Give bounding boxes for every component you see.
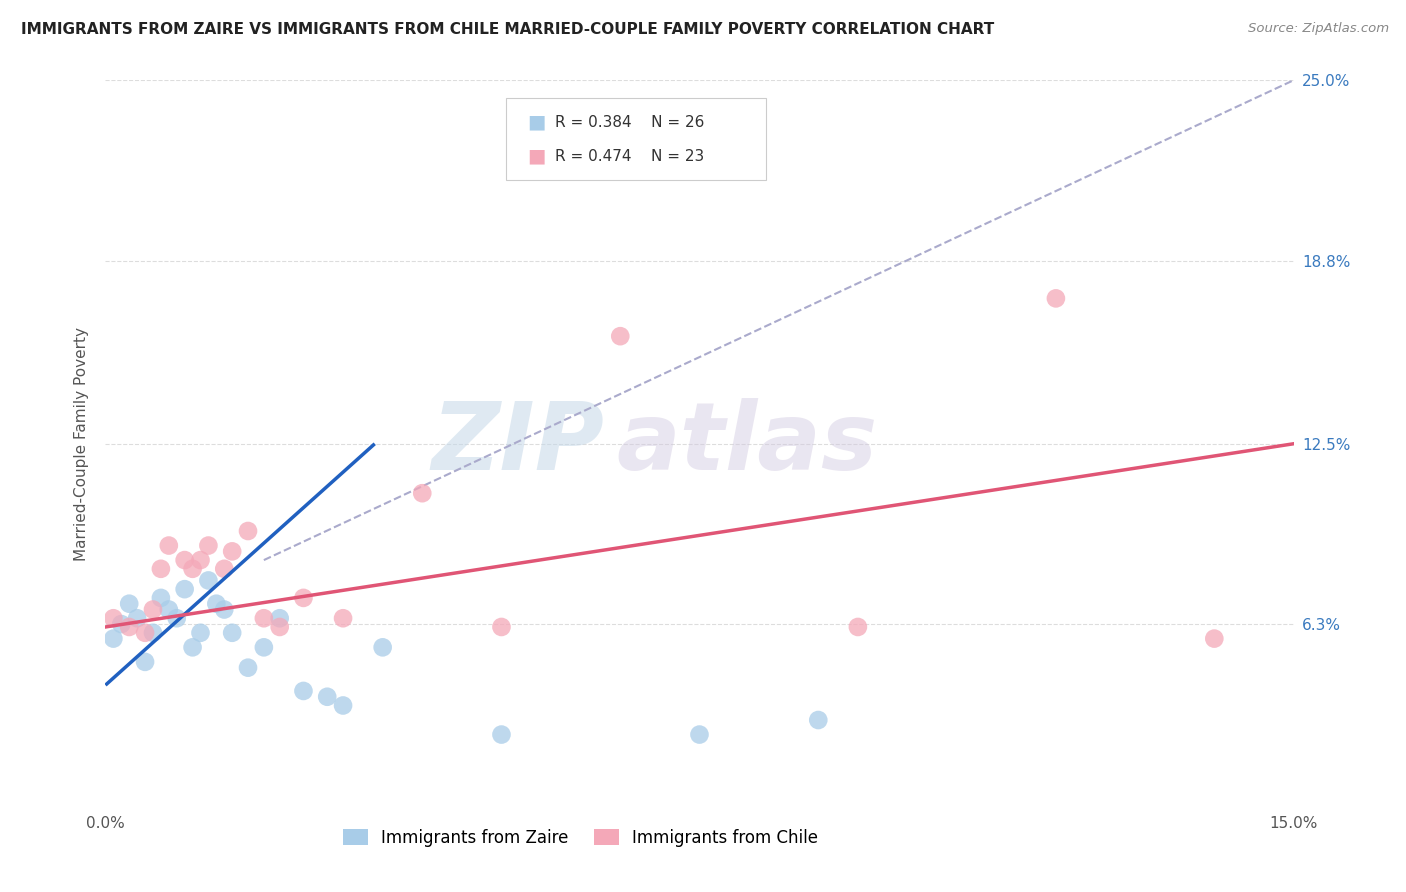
Point bbox=[181, 640, 204, 655]
Point bbox=[190, 625, 212, 640]
Point bbox=[269, 620, 291, 634]
Point bbox=[103, 611, 125, 625]
Text: ■: ■ bbox=[527, 146, 546, 166]
Text: R = 0.384    N = 26: R = 0.384 N = 26 bbox=[555, 115, 704, 129]
Text: R = 0.474    N = 23: R = 0.474 N = 23 bbox=[555, 149, 704, 163]
Point bbox=[807, 713, 830, 727]
Point bbox=[134, 655, 156, 669]
Point bbox=[142, 602, 165, 616]
Point bbox=[190, 553, 212, 567]
Point bbox=[253, 640, 276, 655]
Text: Source: ZipAtlas.com: Source: ZipAtlas.com bbox=[1249, 22, 1389, 36]
Text: IMMIGRANTS FROM ZAIRE VS IMMIGRANTS FROM CHILE MARRIED-COUPLE FAMILY POVERTY COR: IMMIGRANTS FROM ZAIRE VS IMMIGRANTS FROM… bbox=[21, 22, 994, 37]
Point bbox=[221, 544, 243, 558]
Point bbox=[205, 597, 228, 611]
Point bbox=[1045, 291, 1067, 305]
Point bbox=[157, 539, 180, 553]
Point bbox=[236, 524, 259, 538]
Point bbox=[236, 661, 259, 675]
Point bbox=[118, 597, 141, 611]
Point bbox=[173, 582, 195, 597]
Point bbox=[214, 562, 236, 576]
Text: atlas: atlas bbox=[616, 398, 877, 490]
Point bbox=[134, 625, 156, 640]
Point bbox=[149, 562, 172, 576]
Point bbox=[118, 620, 141, 634]
Point bbox=[332, 698, 354, 713]
Point bbox=[142, 625, 165, 640]
Point bbox=[292, 684, 315, 698]
Point bbox=[103, 632, 125, 646]
Point bbox=[127, 611, 149, 625]
Point bbox=[491, 728, 513, 742]
Point bbox=[846, 620, 869, 634]
Point bbox=[221, 625, 243, 640]
Text: ■: ■ bbox=[527, 112, 546, 132]
Point bbox=[166, 611, 188, 625]
Legend: Immigrants from Zaire, Immigrants from Chile: Immigrants from Zaire, Immigrants from C… bbox=[336, 822, 825, 854]
Point bbox=[214, 602, 236, 616]
Point bbox=[689, 728, 711, 742]
Point bbox=[1204, 632, 1226, 646]
Point bbox=[253, 611, 276, 625]
Point bbox=[332, 611, 354, 625]
Point bbox=[181, 562, 204, 576]
Point bbox=[197, 539, 219, 553]
Y-axis label: Married-Couple Family Poverty: Married-Couple Family Poverty bbox=[75, 326, 90, 561]
Point bbox=[411, 486, 433, 500]
Point bbox=[609, 329, 631, 343]
Point bbox=[110, 617, 132, 632]
Text: ZIP: ZIP bbox=[432, 398, 605, 490]
Point bbox=[197, 574, 219, 588]
Point bbox=[292, 591, 315, 605]
Point bbox=[269, 611, 291, 625]
Point bbox=[157, 602, 180, 616]
Point bbox=[491, 620, 513, 634]
Point bbox=[371, 640, 394, 655]
Point bbox=[149, 591, 172, 605]
Point bbox=[316, 690, 339, 704]
Point bbox=[173, 553, 195, 567]
